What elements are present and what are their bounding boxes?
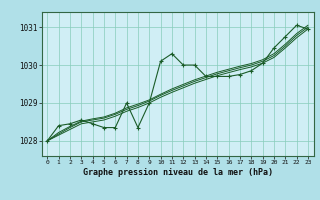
X-axis label: Graphe pression niveau de la mer (hPa): Graphe pression niveau de la mer (hPa) (83, 168, 273, 177)
